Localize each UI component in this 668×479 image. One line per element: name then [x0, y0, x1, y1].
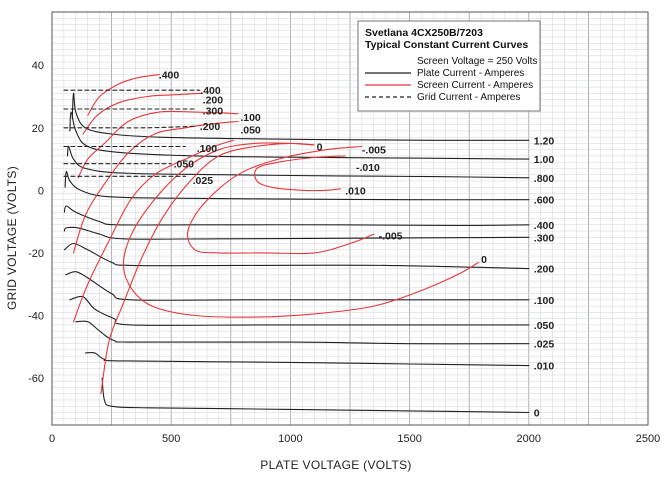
x-tick-label: 1000: [278, 433, 302, 445]
plate-current-label: .300: [534, 232, 555, 244]
curve-annotation: .025: [193, 175, 214, 187]
curve-annotation: .010: [345, 185, 366, 197]
legend-note: Screen Voltage = 250 Volts: [417, 56, 537, 67]
curve-annotation: .200: [200, 121, 221, 133]
x-tick-label: 2500: [636, 433, 660, 445]
plate-current-label: 1.20: [534, 135, 555, 147]
curve-annotation: .200: [203, 95, 224, 107]
plot-frame: [51, 11, 649, 426]
y-tick-label: 0: [38, 185, 44, 197]
curve-annotation: -.010: [356, 162, 380, 174]
curve-annotation: -.005: [379, 231, 403, 243]
x-tick-label: 500: [162, 433, 180, 445]
plate-current-label: .050: [534, 320, 555, 332]
plate-current-curve: [84, 352, 530, 367]
y-axis-title: GRID VOLTAGE (VOLTS): [5, 166, 19, 310]
chart-series: [63, 74, 530, 414]
screen-current-curve: [72, 139, 234, 323]
curve-annotation: .400: [200, 85, 221, 97]
plate-current-curve: [69, 295, 530, 326]
y-tick-label: -60: [28, 373, 44, 385]
curve-annotation: .050: [174, 159, 195, 171]
legend-box: [357, 20, 541, 112]
plate-current-curve: [65, 271, 530, 301]
chart-legend: Svetlana 4CX250B/7203 Typical Constant C…: [357, 20, 541, 112]
y-tick-label: 20: [32, 123, 44, 135]
screen-current-curve: [82, 92, 203, 135]
plate-current-label: .800: [534, 173, 555, 185]
x-tick-label: 2000: [517, 433, 541, 445]
legend-title: Svetlana 4CX250B/7203: [365, 27, 483, 39]
axis-ticks: 0 500 1000 1500 2000 2500 -60 -40 -20 0 20 40: [28, 60, 660, 445]
plate-current-curve: [64, 171, 530, 201]
plate-current-curve: [63, 205, 530, 226]
legend-entry-label: Plate Current - Amperes: [417, 68, 524, 79]
plate-current-curve: [66, 145, 530, 179]
curve-annotation: 0: [481, 254, 487, 266]
legend-entry-label: Screen Current - Amperes: [417, 80, 533, 91]
screen-current-curve: [122, 142, 480, 318]
plate-current-label: 1.00: [534, 154, 555, 166]
curve-annotation: .050: [240, 124, 261, 136]
curve-annotation: .100: [240, 112, 261, 124]
screen-current-curve: [77, 110, 239, 179]
plate-current-curve: [71, 92, 530, 141]
screen-current-curve: [87, 74, 160, 116]
plate-current-label: .600: [534, 195, 555, 207]
plate-current-curve: [63, 226, 530, 240]
plate-current-label: .200: [534, 264, 555, 276]
screen-current-curve: [100, 142, 315, 395]
curve-annotation: .100: [197, 143, 218, 155]
x-axis-title: PLATE VOLTAGE (VOLTS): [260, 458, 411, 472]
curve-annotation: .400: [159, 70, 180, 82]
screen-current-curve: [186, 145, 375, 255]
plate-current-curve: [69, 111, 530, 160]
screen-current-curve: [254, 155, 346, 192]
plate-current-label: .010: [534, 361, 555, 373]
plate-current-curve: [63, 242, 530, 270]
plate-current-label: .400: [534, 220, 555, 232]
y-tick-label: -20: [28, 248, 44, 260]
plate-current-curve: [75, 320, 530, 345]
grid-current-curve: [63, 125, 196, 129]
screen-current-curve: [72, 120, 239, 254]
curve-annotation: .300: [203, 106, 224, 118]
x-tick-label: 0: [49, 433, 55, 445]
x-tick-label: 1500: [397, 433, 421, 445]
plate-current-label: .100: [534, 295, 555, 307]
curve-annotation: 0: [317, 142, 323, 154]
plate-current-curve: [101, 377, 530, 414]
curve-labels: 1.20 1.00 .800 .600 .400.300 .200 .100 .050 .025…: [534, 135, 555, 419]
curve-annotation: -.005: [362, 145, 386, 157]
plate-current-label: 0: [534, 407, 540, 419]
y-tick-label: 40: [32, 60, 44, 72]
legend-subtitle: Typical Constant Current Curves: [365, 39, 528, 51]
plate-current-label: .025: [534, 339, 555, 351]
chart-annotations: .400.400.200.300.200.100.050.100.050.025…: [159, 70, 487, 267]
legend-entry-label: Grid Current - Amperes: [417, 92, 520, 103]
y-tick-label: -40: [28, 310, 44, 322]
